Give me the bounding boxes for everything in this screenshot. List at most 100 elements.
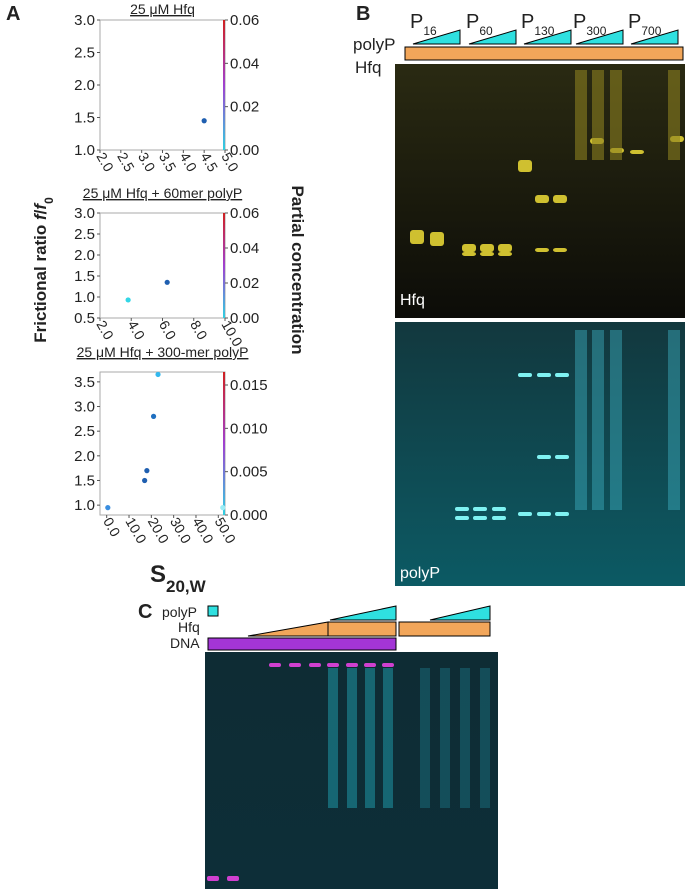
gel-label: Hfq <box>400 292 425 309</box>
y-tick-label: 1.5 <box>74 268 95 285</box>
band <box>462 244 476 252</box>
band <box>473 516 487 520</box>
y2-tick-label: 0.04 <box>230 240 259 257</box>
smear <box>575 330 587 510</box>
smear <box>480 668 490 808</box>
y2-tick-label: 0.02 <box>230 99 259 116</box>
y-tick-label: 2.5 <box>74 226 95 243</box>
band <box>630 150 644 154</box>
y-tick-label: 3.0 <box>74 399 95 416</box>
band <box>492 507 506 511</box>
band <box>537 373 551 377</box>
y-tick-label: 2.5 <box>74 423 95 440</box>
x-tick-label: 4.0 <box>177 150 201 175</box>
smear <box>328 668 338 808</box>
y-tick-label: 0.5 <box>74 310 95 327</box>
y-tick-label: 3.5 <box>74 374 95 391</box>
plot-frame <box>99 19 226 151</box>
band <box>537 455 551 459</box>
lane-label-part: P <box>521 11 534 33</box>
x-tick-label: 6.0 <box>156 318 180 343</box>
y2-tick-label: 0.015 <box>230 377 268 394</box>
dna-bar <box>207 637 397 651</box>
smear <box>347 668 357 808</box>
band <box>364 663 376 667</box>
band <box>480 244 494 252</box>
row-label: DNA <box>170 635 200 651</box>
x-tick-label: 2.5 <box>114 150 138 175</box>
plot-frame <box>99 212 226 319</box>
y-tick-label: 2.0 <box>74 448 95 465</box>
smear <box>592 70 604 160</box>
band <box>430 232 444 246</box>
lane-label-part: P <box>573 11 586 33</box>
band <box>555 373 569 377</box>
band <box>535 195 549 203</box>
band <box>480 252 494 256</box>
gel-bands <box>207 663 490 881</box>
row-label: Hfq <box>178 619 200 635</box>
band <box>327 663 339 667</box>
lane-label-part: P <box>628 11 641 33</box>
plot-frame <box>99 371 226 516</box>
y-tick-label: 2.5 <box>74 45 95 62</box>
hfq-bar <box>404 46 684 61</box>
y2-axis-label: Partial concentration <box>288 185 307 354</box>
y2-tick-label: 0.06 <box>230 12 259 29</box>
smear <box>668 70 680 160</box>
lane-label-part: P <box>466 11 479 33</box>
gel-label: polyP <box>400 565 440 582</box>
lane-label: P60 <box>466 11 493 38</box>
y2-tick-label: 0.06 <box>230 205 259 222</box>
x-tick-label: 4.0 <box>125 318 149 343</box>
hfq-wedge <box>247 621 329 637</box>
y2-tick-label: 0.000 <box>230 507 268 524</box>
data-point <box>142 477 148 484</box>
x-label-part: 20,W <box>166 577 207 596</box>
polyp-wedge <box>630 29 679 45</box>
band <box>518 160 532 172</box>
band <box>555 455 569 459</box>
lane-label-part: 130 <box>534 24 554 38</box>
band <box>535 248 549 252</box>
band <box>382 663 394 667</box>
y-tick-label: 1.5 <box>74 472 95 489</box>
band <box>289 663 301 667</box>
panel-label: B <box>356 3 370 25</box>
y-tick-label: 2.0 <box>74 247 95 264</box>
x-tick-label: 20.0 <box>145 515 173 547</box>
x-tick-label: 8.0 <box>187 318 211 343</box>
x-axis-label: S20,W <box>150 561 207 596</box>
band <box>410 230 424 244</box>
y-label-part: f <box>31 212 50 220</box>
y-tick-label: 3.0 <box>74 12 95 29</box>
x-tick-label: 3.0 <box>135 150 159 175</box>
y2-tick-label: 0.00 <box>230 142 259 159</box>
smear <box>365 668 375 808</box>
smear <box>575 70 587 160</box>
x-tick-label: 30.0 <box>167 515 195 547</box>
x-tick-label: 2.0 <box>93 318 117 343</box>
y-tick-label: 2.0 <box>74 77 95 94</box>
smear <box>420 668 430 808</box>
y-tick-label: 1.0 <box>74 289 95 306</box>
y-axis-label: Frictional ratio f/f0 <box>31 197 56 343</box>
lane-label-part: 300 <box>586 24 606 38</box>
lane-label-part: 16 <box>423 24 437 38</box>
y-label-part: 0 <box>42 197 56 204</box>
x-label-part: S <box>150 561 166 588</box>
x-tick-label: 40.0 <box>189 515 217 547</box>
x-tick-label: 10.0 <box>122 515 150 547</box>
y2-tick-label: 0.00 <box>230 310 259 327</box>
y-label-part: f <box>31 202 50 210</box>
colorbar <box>223 213 225 318</box>
row-label: polyP <box>162 604 197 620</box>
data-point <box>150 413 157 419</box>
y-label-part: / <box>31 209 50 214</box>
smear <box>668 330 680 510</box>
chart-title: 25 μM Hfq + 300-mer polyP <box>77 344 249 360</box>
lane-label: P130 <box>521 11 555 38</box>
colorbar <box>223 372 225 515</box>
smear <box>440 668 450 808</box>
